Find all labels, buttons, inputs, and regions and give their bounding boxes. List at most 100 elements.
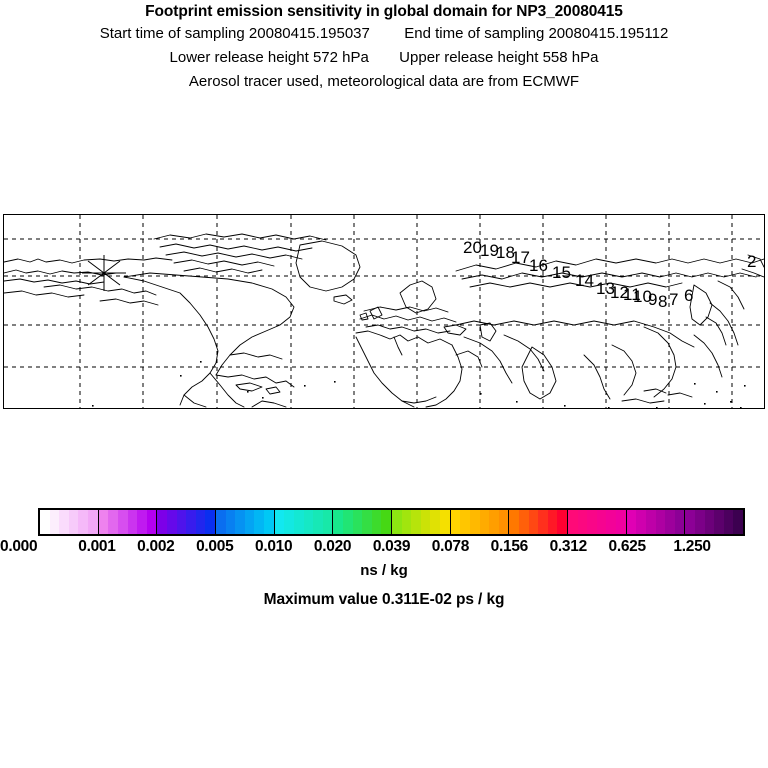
- colorbar-tick-8: 0.156: [490, 538, 529, 555]
- trajectory-label-12: 12: [610, 283, 629, 302]
- colorbar-step: [274, 510, 285, 534]
- colorbar-segment-2: [157, 510, 217, 534]
- colorbar-step: [322, 510, 333, 534]
- colorbar-step: [392, 510, 402, 534]
- trajectory-label-6: 6: [684, 286, 694, 305]
- colorbar-tick-7: 0.078: [431, 538, 470, 555]
- colorbar-step: [137, 510, 147, 534]
- colorbar-step: [146, 510, 157, 534]
- colorbar-step: [626, 510, 637, 534]
- colorbar-gradient: [38, 508, 745, 536]
- trajectory-label-13: 13: [596, 279, 615, 298]
- colorbar-step: [498, 510, 509, 534]
- colorbar-step: [49, 510, 60, 534]
- colorbar-segment-5: [333, 510, 393, 534]
- colorbar-step: [264, 510, 274, 534]
- colorbar-step: [489, 510, 499, 534]
- colorbar: [38, 508, 745, 536]
- colorbar-segment-10: [626, 510, 686, 534]
- colorbar-tick-2: 0.002: [137, 538, 175, 555]
- trajectory-label-18: 18: [496, 243, 515, 262]
- colorbar-step: [538, 510, 548, 534]
- colorbar-step: [88, 510, 98, 534]
- colorbar-step: [68, 510, 79, 534]
- colorbar-step: [293, 510, 304, 534]
- end-time-label: End time of sampling 20080415.195112: [404, 25, 669, 42]
- colorbar-step: [665, 510, 675, 534]
- colorbar-step: [420, 510, 431, 534]
- colorbar-segment-6: [392, 510, 451, 534]
- map-gridlines-horizontal: [4, 238, 764, 368]
- sampling-time-line: Start time of sampling 20080415.195037 E…: [0, 22, 768, 46]
- colorbar-tick-3: 0.005: [196, 538, 234, 555]
- colorbar-step: [440, 510, 450, 534]
- trajectory-label-2: 2: [747, 252, 757, 271]
- colorbar-step: [636, 510, 646, 534]
- colorbar-step: [518, 510, 529, 534]
- page-title: Footprint emission sensitivity in global…: [145, 3, 623, 20]
- colorbar-step: [547, 510, 558, 534]
- colorbar-step: [509, 510, 519, 534]
- colorbar-step: [186, 510, 196, 534]
- colorbar-step: [362, 510, 372, 534]
- trajectory-label-9: 9: [648, 290, 658, 309]
- trajectory-label-14: 14: [575, 271, 594, 290]
- colorbar-segment-11: [685, 510, 744, 534]
- world-map-svg: [4, 215, 764, 408]
- colorbar-tick-0: 0.000: [0, 538, 38, 555]
- colorbar-step: [704, 510, 715, 534]
- colorbar-step: [568, 510, 578, 534]
- upper-release-height-label: Upper release height 558 hPa: [399, 49, 599, 66]
- colorbar-step: [674, 510, 685, 534]
- colorbar-step: [166, 510, 177, 534]
- colorbar-step: [401, 510, 412, 534]
- colorbar-step: [117, 510, 128, 534]
- map-islands: [92, 361, 746, 408]
- colorbar-step: [430, 510, 441, 534]
- colorbar-step: [557, 510, 568, 534]
- trajectory-label-20: 20: [463, 238, 482, 257]
- colorbar-step: [98, 510, 109, 534]
- trajectory-label-7: 7: [669, 290, 679, 309]
- trajectory-label-8: 8: [658, 292, 668, 311]
- colorbar-segment-9: [568, 510, 627, 534]
- colorbar-segment-0: [40, 510, 99, 534]
- colorbar-step: [381, 510, 392, 534]
- trajectory-label-11: 11: [623, 285, 641, 304]
- colorbar-step: [195, 510, 206, 534]
- colorbar-step: [313, 510, 323, 534]
- colorbar-step: [460, 510, 470, 534]
- colorbar-segment-4: [274, 510, 334, 534]
- colorbar-step: [469, 510, 480, 534]
- colorbar-step: [587, 510, 597, 534]
- colorbar-segment-7: [450, 510, 510, 534]
- release-site-marker: [82, 255, 126, 291]
- colorbar-step: [371, 510, 382, 534]
- trajectory-label-4: 4: [764, 263, 765, 280]
- colorbar-step: [127, 510, 138, 534]
- colorbar-step: [108, 510, 118, 534]
- colorbar-step: [352, 510, 363, 534]
- colorbar-tick-1: 0.001: [78, 538, 116, 555]
- colorbar-segment-1: [98, 510, 158, 534]
- colorbar-step: [40, 510, 50, 534]
- start-time-label: Start time of sampling 20080415.195037: [99, 25, 370, 42]
- trajectory-label-17: 17: [511, 248, 530, 267]
- colorbar-step: [342, 510, 353, 534]
- map-coastlines: [4, 233, 764, 408]
- trajectory-label-10: 10: [633, 287, 652, 306]
- colorbar-step: [333, 510, 343, 534]
- colorbar-step: [695, 510, 705, 534]
- colorbar-step: [176, 510, 187, 534]
- colorbar-step: [528, 510, 539, 534]
- colorbar-step: [723, 510, 734, 534]
- colorbar-step: [205, 510, 215, 534]
- colorbar-tick-9: 0.312: [549, 538, 588, 555]
- colorbar-step: [733, 510, 744, 534]
- colorbar-tick-4: 0.010: [255, 538, 293, 555]
- colorbar-step: [655, 510, 666, 534]
- colorbar-step: [244, 510, 255, 534]
- tracer-meteo-label: Aerosol tracer used, meteorological data…: [188, 73, 580, 90]
- colorbar-step: [577, 510, 588, 534]
